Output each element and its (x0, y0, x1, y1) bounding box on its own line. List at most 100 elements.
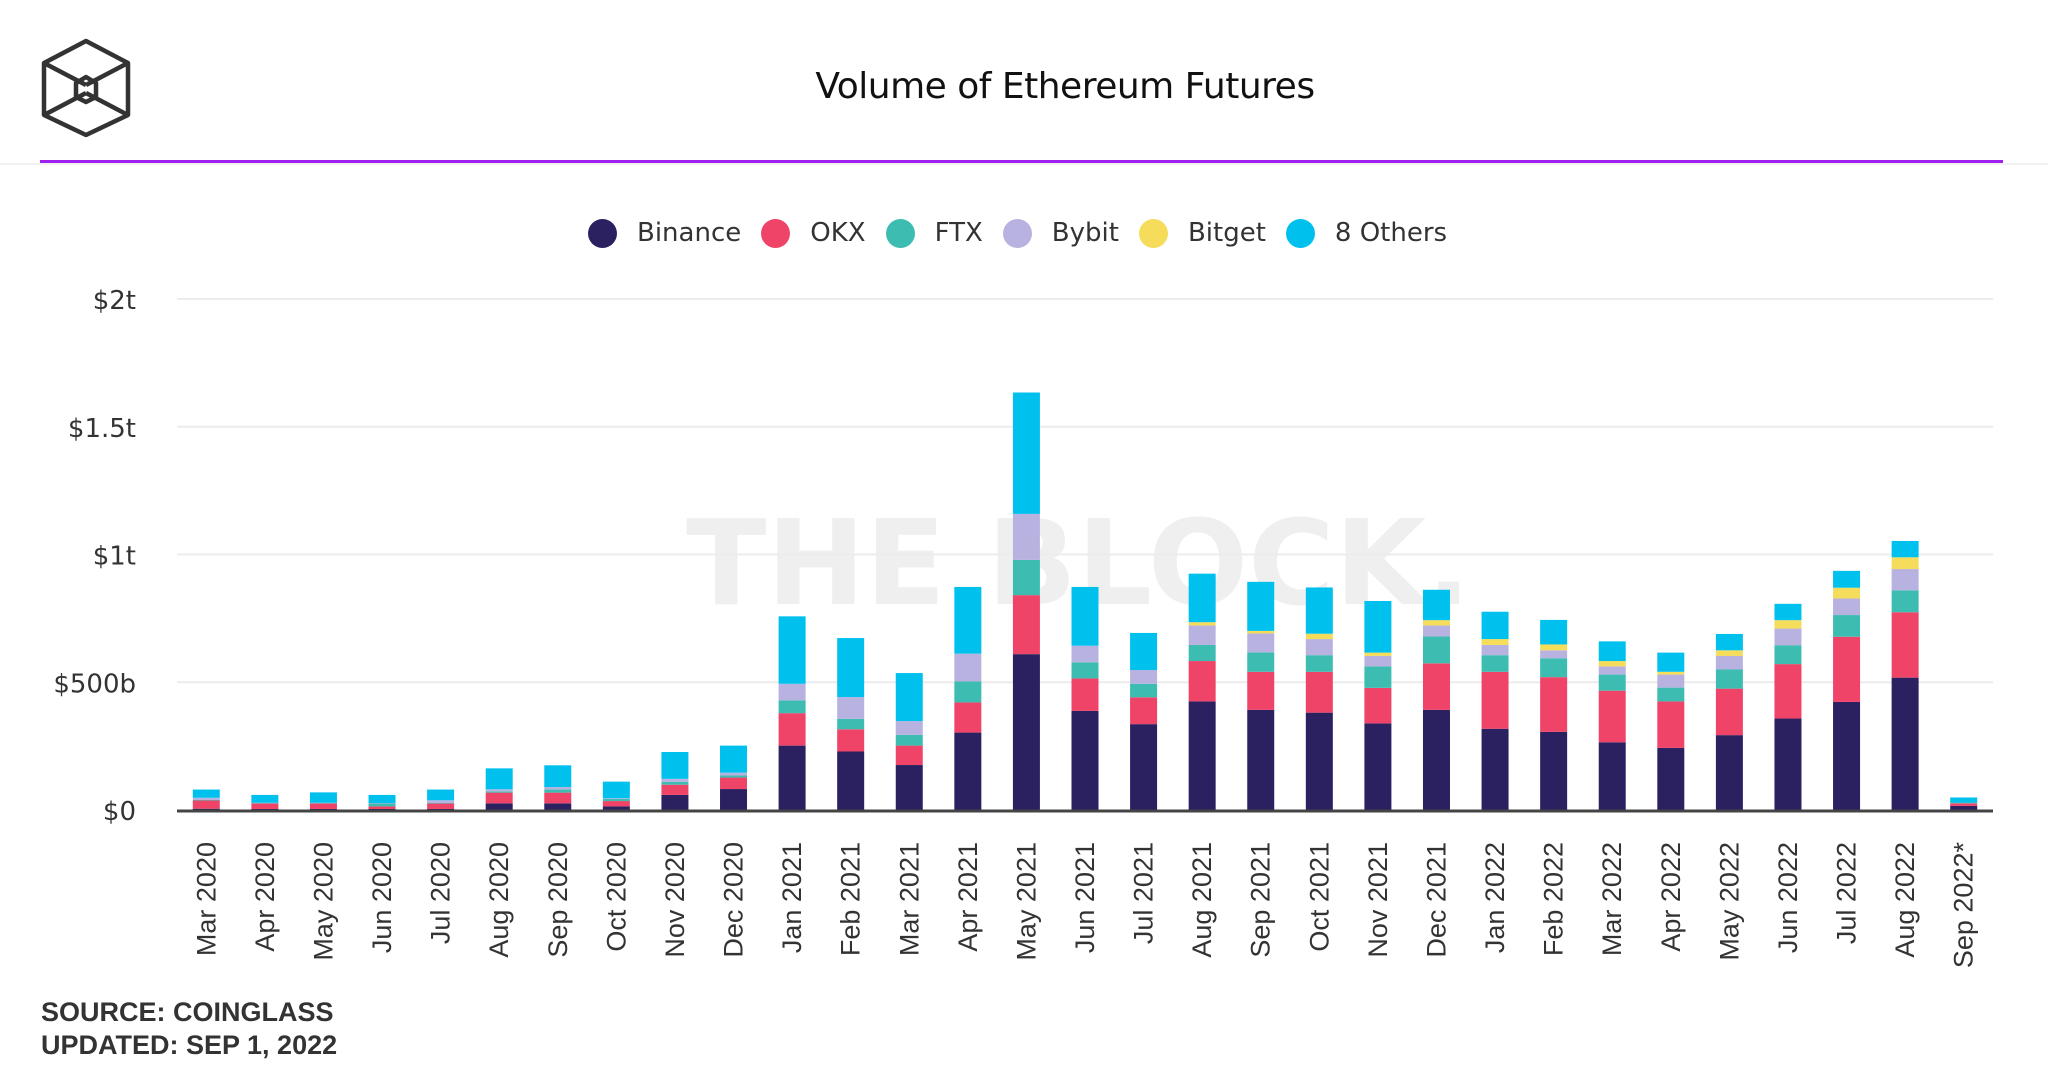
bar-segment-ftx[interactable] (1188, 644, 1216, 662)
bar-segment-bybit[interactable] (1247, 633, 1275, 653)
bar-segment-ftx[interactable] (954, 681, 982, 703)
bar-segment-bybit[interactable] (1657, 674, 1685, 688)
bar-segment-okx[interactable] (1364, 687, 1392, 724)
bar-stack-feb-2021[interactable] (837, 638, 865, 810)
bar-segment-bybit[interactable] (1364, 655, 1392, 667)
bar-segment-binance[interactable] (1540, 731, 1568, 810)
bar-segment-bitget[interactable] (1657, 671, 1685, 675)
bar-segment-okx[interactable] (1247, 671, 1275, 710)
bar-segment-ftx[interactable] (368, 803, 396, 807)
bar-segment-8-others[interactable] (1364, 601, 1392, 653)
bar-segment-ftx[interactable] (1657, 687, 1685, 702)
bar-segment-ftx[interactable] (1247, 652, 1275, 672)
bar-segment-ftx[interactable] (661, 781, 689, 785)
bar-segment-bybit[interactable] (778, 683, 806, 701)
bar-segment-bybit[interactable] (368, 803, 396, 804)
bar-segment-okx[interactable] (1774, 664, 1802, 719)
bar-segment-ftx[interactable] (192, 800, 220, 801)
bar-stack-jun-2021[interactable] (1071, 586, 1099, 810)
bar-segment-bybit[interactable] (1481, 644, 1509, 656)
bar-segment-bybit[interactable] (1774, 628, 1802, 646)
bar-stack-nov-2021[interactable] (1364, 601, 1392, 810)
legend-item-bybit[interactable]: Bybit (1002, 218, 1119, 248)
bar-stack-may-2021[interactable] (1012, 392, 1040, 810)
bar-segment-bybit[interactable] (192, 797, 220, 801)
bar-stack-sep-2021[interactable] (1247, 581, 1275, 810)
bar-segment-okx[interactable] (1540, 677, 1568, 732)
bar-stack-dec-2020[interactable] (720, 745, 748, 810)
bar-segment-8-others[interactable] (309, 792, 337, 803)
bar-segment-8-others[interactable] (1481, 611, 1509, 640)
bar-segment-ftx[interactable] (837, 718, 865, 730)
bar-segment-binance[interactable] (1188, 701, 1216, 810)
bar-segment-bitget[interactable] (1247, 630, 1275, 634)
bar-segment-ftx[interactable] (778, 700, 806, 714)
bar-stack-jan-2022[interactable] (1481, 611, 1509, 810)
bar-stack-aug-2021[interactable] (1188, 573, 1216, 810)
bar-stack-oct-2021[interactable] (1305, 587, 1333, 810)
bar-segment-bybit[interactable] (544, 787, 572, 790)
bar-stack-feb-2022[interactable] (1540, 619, 1568, 810)
bar-segment-8-others[interactable] (778, 616, 806, 684)
bar-segment-bitget[interactable] (1833, 587, 1861, 599)
bar-segment-okx[interactable] (837, 729, 865, 752)
bar-segment-binance[interactable] (954, 732, 982, 810)
bar-segment-okx[interactable] (1833, 636, 1861, 702)
legend-item-ftx[interactable]: FTX (885, 218, 983, 248)
bar-segment-binance[interactable] (1012, 654, 1040, 810)
bar-segment-8-others[interactable] (1012, 392, 1040, 514)
bar-segment-binance[interactable] (895, 765, 923, 810)
bar-stack-aug-2022[interactable] (1891, 540, 1919, 810)
bar-segment-bitget[interactable] (1188, 622, 1216, 626)
bar-segment-okx[interactable] (1891, 612, 1919, 678)
bar-segment-okx[interactable] (1012, 595, 1040, 655)
bar-segment-8-others[interactable] (427, 789, 455, 801)
bar-segment-bybit[interactable] (1071, 645, 1099, 663)
bar-segment-bybit[interactable] (1540, 650, 1568, 659)
bar-segment-binance[interactable] (1891, 677, 1919, 810)
bar-segment-8-others[interactable] (1715, 633, 1743, 651)
bar-segment-bitget[interactable] (1540, 644, 1568, 651)
bar-stack-may-2020[interactable] (309, 792, 337, 810)
bar-segment-bitget[interactable] (1422, 620, 1450, 626)
bar-segment-okx[interactable] (778, 713, 806, 746)
bar-segment-binance[interactable] (1481, 728, 1509, 810)
bar-segment-binance[interactable] (1598, 742, 1626, 810)
bar-segment-bybit[interactable] (1012, 513, 1040, 560)
bar-segment-binance[interactable] (1657, 747, 1685, 810)
bar-segment-8-others[interactable] (1305, 587, 1333, 634)
bar-segment-bybit[interactable] (1188, 625, 1216, 645)
bar-segment-ftx[interactable] (309, 803, 337, 804)
bar-segment-okx[interactable] (895, 745, 923, 766)
bar-segment-okx[interactable] (368, 806, 396, 809)
bar-segment-binance[interactable] (837, 751, 865, 810)
bar-segment-binance[interactable] (661, 794, 689, 810)
bar-segment-8-others[interactable] (602, 781, 630, 799)
bar-stack-jul-2022[interactable] (1833, 570, 1861, 810)
bar-segment-bitget[interactable] (1715, 650, 1743, 656)
bar-segment-bybit[interactable] (309, 802, 337, 804)
bar-segment-8-others[interactable] (544, 765, 572, 788)
bar-segment-8-others[interactable] (485, 768, 513, 790)
bar-segment-ftx[interactable] (1540, 658, 1568, 678)
bar-segment-ftx[interactable] (895, 734, 923, 746)
bar-segment-8-others[interactable] (1130, 632, 1158, 670)
legend-item-binance[interactable]: Binance (588, 218, 741, 248)
bar-segment-8-others[interactable] (1188, 573, 1216, 623)
bar-segment-ftx[interactable] (1715, 669, 1743, 689)
bar-stack-jun-2020[interactable] (368, 794, 396, 810)
bar-segment-okx[interactable] (309, 803, 337, 809)
bar-segment-bybit[interactable] (1598, 666, 1626, 675)
bar-segment-8-others[interactable] (1071, 586, 1099, 646)
bar-segment-bitget[interactable] (1364, 652, 1392, 656)
bar-segment-ftx[interactable] (485, 791, 513, 793)
bar-segment-okx[interactable] (1715, 688, 1743, 736)
bar-stack-apr-2020[interactable] (251, 794, 279, 810)
legend-item-bitget[interactable]: Bitget (1138, 218, 1266, 248)
bar-stack-jan-2021[interactable] (778, 616, 806, 810)
bar-segment-bybit[interactable] (720, 772, 748, 776)
bar-segment-ftx[interactable] (1833, 615, 1861, 637)
bar-segment-ftx[interactable] (1950, 802, 1978, 804)
bar-segment-okx[interactable] (1188, 661, 1216, 702)
bar-segment-binance[interactable] (368, 808, 396, 810)
